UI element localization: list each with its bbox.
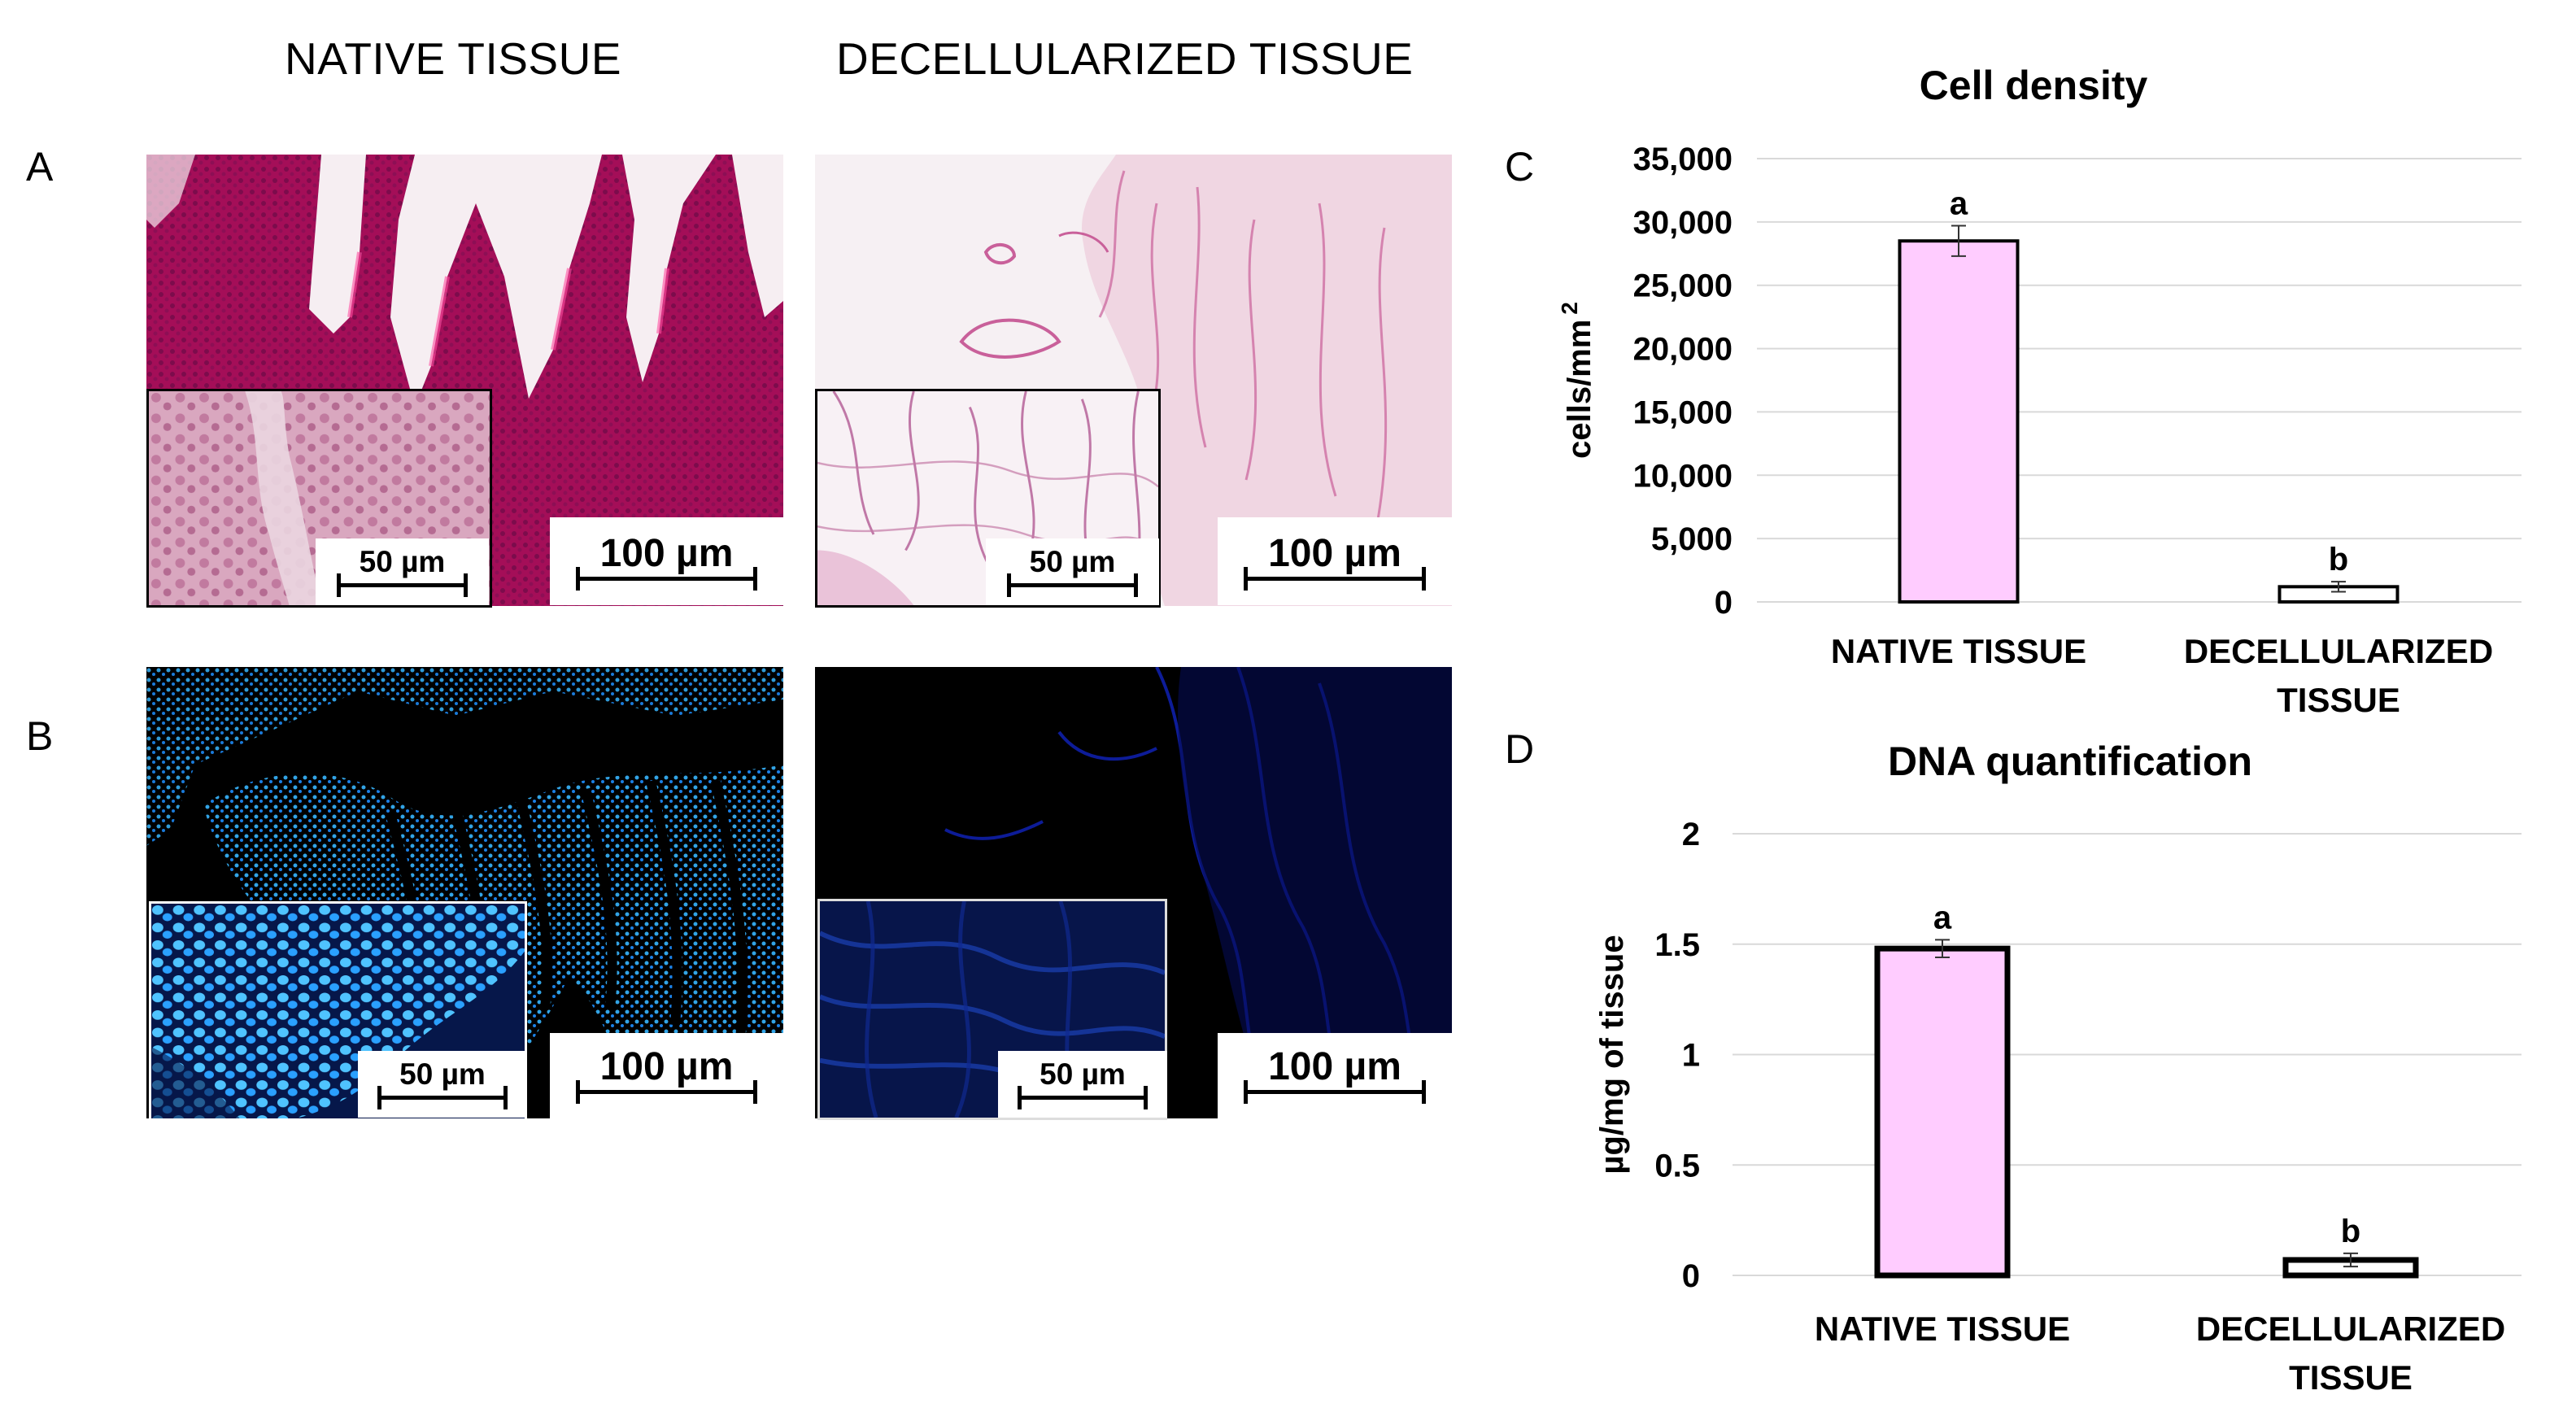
significance-letter: b bbox=[2341, 1214, 2360, 1249]
y-tick-label: 10,000 bbox=[1633, 458, 1733, 494]
y-tick-label: 0.5 bbox=[1654, 1148, 1700, 1183]
y-tick-label: 30,000 bbox=[1633, 205, 1733, 241]
scale-label-100um: 100 µm bbox=[599, 532, 734, 575]
bar bbox=[2277, 585, 2399, 604]
scale-label-50um: 50 µm bbox=[399, 1057, 486, 1091]
y-axis-label-superscript: 2 bbox=[1557, 302, 1582, 315]
scale-box-he-decellularized: 100 µm bbox=[1218, 517, 1452, 605]
scale-label-50um: 50 µm bbox=[1029, 545, 1116, 578]
panel-letter-d: D bbox=[1505, 726, 1535, 772]
scale-box-dapi-decellularized-inset: 50 µm bbox=[998, 1051, 1167, 1118]
scale-bar-50um bbox=[377, 1086, 508, 1109]
scale-box-he-native: 100 µm bbox=[550, 517, 783, 605]
scale-box-he-decellularized-inset: 50 µm bbox=[986, 538, 1159, 605]
scale-bar-100um bbox=[576, 567, 757, 591]
scale-box-he-native-inset: 50 µm bbox=[316, 538, 489, 605]
significance-letter: b bbox=[2329, 542, 2348, 578]
bar bbox=[1898, 239, 2020, 604]
bar bbox=[2282, 1257, 2419, 1279]
y-tick-label: 35,000 bbox=[1633, 142, 1733, 177]
chart-title: DNA quantification bbox=[1888, 739, 2252, 784]
dapi-native-inset bbox=[149, 901, 527, 1121]
y-tick-label: 20,000 bbox=[1633, 332, 1733, 368]
scale-box-dapi-native: 100 µm bbox=[550, 1033, 783, 1121]
y-tick-label: 0 bbox=[1715, 585, 1733, 621]
category-label: TISSUE bbox=[2289, 1358, 2413, 1397]
scale-bar-50um bbox=[337, 573, 468, 597]
panel-letter-b: B bbox=[26, 713, 54, 759]
y-tick-label: 0 bbox=[1682, 1258, 1700, 1294]
chart-title: Cell density bbox=[1920, 63, 2148, 108]
y-tick-label: 1 bbox=[1682, 1038, 1700, 1074]
he-native-micrograph bbox=[146, 155, 783, 606]
y-tick-label: 2 bbox=[1682, 817, 1700, 852]
y-tick-label: 1.5 bbox=[1654, 927, 1700, 963]
scale-bar-50um bbox=[1018, 1086, 1148, 1109]
scale-box-dapi-native-inset: 50 µm bbox=[358, 1051, 527, 1118]
scale-bar-100um bbox=[576, 1080, 757, 1104]
y-axis-label: cells/mm2 bbox=[1557, 302, 1597, 459]
significance-letter: a bbox=[1933, 900, 1952, 935]
panel-letter-c: C bbox=[1505, 144, 1535, 190]
scale-label-100um: 100 µm bbox=[599, 1045, 734, 1088]
category-label: TISSUE bbox=[2277, 681, 2400, 719]
scale-label-50um: 50 µm bbox=[1040, 1057, 1126, 1091]
scale-bar-100um bbox=[1244, 1080, 1426, 1104]
bar bbox=[1874, 945, 2011, 1279]
scale-box-dapi-decellularized: 100 µm bbox=[1218, 1033, 1452, 1121]
y-tick-label: 15,000 bbox=[1633, 394, 1733, 430]
panel-letter-a: A bbox=[26, 144, 54, 190]
y-axis-label: µg/mg of tissue bbox=[1594, 935, 1630, 1174]
scale-label-100um: 100 µm bbox=[1268, 1045, 1401, 1088]
y-tick-label: 5,000 bbox=[1651, 521, 1733, 557]
category-label: NATIVE TISSUE bbox=[1831, 632, 2086, 670]
scale-bar-100um bbox=[1244, 567, 1426, 591]
category-label: DECELLULARIZED bbox=[2184, 632, 2493, 670]
scale-bar-50um bbox=[1007, 573, 1138, 597]
scale-label-100um: 100 µm bbox=[1268, 532, 1401, 575]
column-title-decellularized: DECELLULARIZED TISSUE bbox=[836, 33, 1414, 84]
scale-label-50um: 50 µm bbox=[359, 545, 446, 578]
column-title-native: NATIVE TISSUE bbox=[285, 33, 622, 84]
category-label: DECELLULARIZED bbox=[2196, 1310, 2505, 1348]
significance-letter: a bbox=[1950, 186, 1968, 222]
category-label: NATIVE TISSUE bbox=[1815, 1310, 2070, 1348]
y-tick-label: 25,000 bbox=[1633, 268, 1733, 304]
